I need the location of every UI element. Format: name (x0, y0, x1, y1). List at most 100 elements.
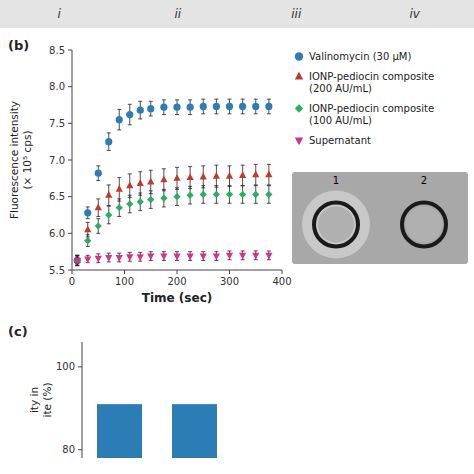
point (252, 171, 259, 178)
point (137, 254, 144, 261)
x-tick-label: 200 (167, 276, 186, 287)
point (173, 104, 180, 111)
point (187, 173, 194, 180)
point (95, 204, 102, 211)
point (95, 170, 102, 177)
y-tick (68, 50, 72, 51)
text-line: Valinomycin (30 μM) (309, 51, 411, 62)
series (74, 164, 273, 265)
point (137, 198, 144, 205)
point (200, 173, 207, 180)
x-tick (282, 270, 283, 274)
point (265, 103, 272, 110)
point (84, 237, 91, 244)
y-axis-line (82, 342, 83, 458)
x-tick (177, 270, 178, 274)
point (226, 103, 233, 110)
point (213, 191, 220, 198)
y-tick-label: 5.5 (49, 265, 65, 276)
y-tick (68, 270, 72, 271)
x-axis-label: Time (sec) (142, 291, 212, 305)
legend-label: Valinomycin (30 μM) (309, 51, 411, 62)
text-line: ite (%) (41, 382, 53, 417)
point (173, 193, 180, 200)
point (265, 253, 272, 260)
point (200, 191, 207, 198)
vial-ring (314, 202, 358, 246)
text-line: IONP-pediocin composite (309, 71, 434, 82)
series (74, 251, 273, 265)
y-tick-label: 80 (62, 444, 75, 455)
point (126, 254, 133, 261)
text-line: (100 AU/mL) (309, 115, 372, 126)
point (187, 192, 194, 199)
legend-label: IONP-pediocin composite(200 AU/mL) (309, 71, 434, 94)
point (105, 138, 112, 145)
legend: Valinomycin (30 μM) IONP-pediocin composi… (295, 51, 434, 146)
point (200, 254, 207, 261)
point (84, 226, 91, 233)
vial-halo (302, 190, 370, 258)
point (126, 111, 133, 118)
y-tick-label: 6.5 (49, 191, 65, 202)
y-tick (78, 449, 82, 450)
x-tick-label: 0 (69, 276, 75, 287)
x-tick-label: 300 (220, 276, 239, 287)
y-tick-label: 8.0 (49, 81, 65, 92)
y-tick-label: 7.0 (49, 155, 65, 166)
y-tick (78, 366, 82, 367)
vial-background (292, 172, 468, 264)
point (226, 191, 233, 198)
text-line: (200 AU/mL) (309, 83, 372, 94)
x-tick-label: 400 (272, 276, 291, 287)
y-tick-label: 100 (56, 361, 75, 372)
vial-label: 1 (333, 175, 339, 186)
point (252, 253, 259, 260)
point (239, 191, 246, 198)
legend-marker (295, 52, 303, 60)
x-tick-label: 100 (115, 276, 134, 287)
y-axis-label: ity inite (%) (28, 382, 53, 417)
strip-background (0, 0, 474, 28)
figure: iiiiiiiv(b)01002003004005.56.06.57.07.58… (0, 0, 474, 474)
legend-marker (295, 104, 303, 112)
point (160, 195, 167, 202)
vial-inner (406, 206, 442, 242)
plot-area (74, 99, 273, 265)
series (74, 186, 273, 266)
point (239, 103, 246, 110)
point (116, 255, 123, 262)
top-strip: iiiiiiiv (0, 0, 474, 28)
y-axis-label: Fluorescence intensity(× 10⁵ cps) (8, 101, 33, 219)
series (74, 99, 273, 265)
bar (97, 404, 142, 458)
panel-label: (c) (8, 324, 28, 339)
point (173, 174, 180, 181)
y-tick-label: 7.5 (49, 118, 65, 129)
point (239, 253, 246, 260)
y-tick (68, 86, 72, 87)
point (95, 256, 102, 263)
point (265, 171, 272, 178)
text-line: ity in (28, 387, 40, 413)
text-line: IONP-pediocin composite (309, 103, 434, 114)
text-line: Supernatant (309, 135, 371, 146)
point (173, 254, 180, 261)
y-tick-label: 8.5 (49, 45, 65, 56)
vial-label: 2 (421, 175, 427, 186)
vial-inset: 12 (292, 172, 468, 264)
plot-area (97, 404, 217, 458)
point (213, 103, 220, 110)
vial-ring (402, 202, 446, 246)
point (147, 178, 154, 185)
legend-label: IONP-pediocin composite(100 AU/mL) (309, 103, 434, 126)
text-line: Fluorescence intensity (8, 101, 20, 219)
strip-label: iv (410, 7, 421, 21)
point (226, 253, 233, 260)
point (239, 171, 246, 178)
point (74, 257, 81, 264)
legend-marker (295, 72, 303, 80)
point (226, 172, 233, 179)
point (213, 254, 220, 261)
point (84, 209, 91, 216)
